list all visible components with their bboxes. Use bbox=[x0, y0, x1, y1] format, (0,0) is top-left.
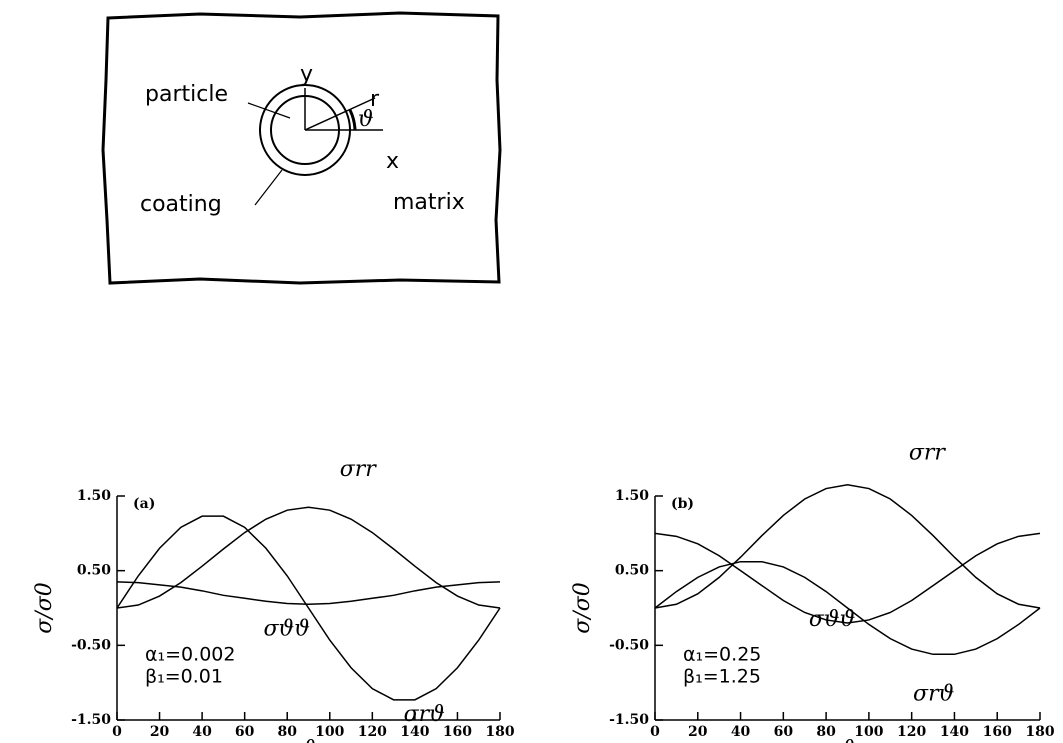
angle-arc bbox=[348, 109, 357, 131]
y-tick-label: -1.50 bbox=[609, 712, 649, 728]
series-label: σrϑ bbox=[404, 702, 446, 727]
x-tick-label: 120 bbox=[358, 724, 387, 740]
series-line bbox=[116, 506, 501, 609]
matrix-boundary bbox=[101, 11, 502, 285]
particle-label: particle bbox=[145, 82, 228, 107]
x-tick-label: 60 bbox=[235, 724, 255, 740]
x-tick-label: 140 bbox=[400, 724, 429, 740]
x-axis-label: ϑ bbox=[301, 737, 317, 743]
series-label: σϑϑ bbox=[809, 607, 856, 632]
y-label: y bbox=[300, 62, 313, 87]
coating-label: coating bbox=[140, 192, 222, 217]
parameter-annotation: α₁=0.002 bbox=[145, 644, 235, 666]
x-tick-label: 60 bbox=[774, 724, 794, 740]
y-tick-label: -1.50 bbox=[71, 712, 111, 728]
y-tick-label: 1.50 bbox=[615, 488, 649, 504]
y-tick-label: -0.50 bbox=[71, 637, 111, 653]
panel-label: (b) bbox=[671, 496, 694, 512]
y-axis-label: σ/σ0 bbox=[570, 582, 595, 633]
matrix-label: matrix bbox=[393, 190, 465, 215]
radius-line bbox=[304, 97, 376, 131]
x-tick-label: 40 bbox=[731, 724, 751, 740]
x-tick-label: 180 bbox=[485, 724, 514, 740]
x-tick-label: 80 bbox=[277, 724, 297, 740]
series-line bbox=[654, 560, 1041, 656]
x-tick-label: 0 bbox=[650, 724, 660, 740]
y-tick-label: 0.50 bbox=[615, 563, 649, 579]
series-line bbox=[654, 532, 1041, 624]
particle-leader bbox=[247, 102, 291, 119]
y-tick-label: 1.50 bbox=[77, 488, 111, 504]
x-tick-label: 20 bbox=[150, 724, 170, 740]
x-tick-label: 120 bbox=[897, 724, 926, 740]
series-line bbox=[654, 484, 1041, 609]
x-axis-label: ϑ bbox=[840, 737, 856, 743]
parameter-annotation: α₁=0.25 bbox=[683, 644, 761, 666]
diagram bbox=[101, 11, 502, 285]
x-tick-label: 160 bbox=[443, 724, 472, 740]
x-tick-label: 140 bbox=[940, 724, 969, 740]
x-tick-label: 40 bbox=[192, 724, 212, 740]
x-tick-label: 160 bbox=[983, 724, 1012, 740]
parameter-annotation: β₁=1.25 bbox=[683, 666, 761, 688]
r-label: r bbox=[370, 87, 380, 112]
y-tick-label: -0.50 bbox=[609, 637, 649, 653]
x-tick-label: 0 bbox=[112, 724, 122, 740]
series-label: σϑϑ bbox=[264, 616, 311, 641]
x-tick-label: 100 bbox=[854, 724, 883, 740]
y-axis-label: σ/σ0 bbox=[32, 582, 57, 633]
series-label: σrr bbox=[340, 457, 378, 482]
series-line bbox=[116, 515, 501, 701]
series-label: σrr bbox=[909, 441, 947, 466]
x-tick-label: 100 bbox=[315, 724, 344, 740]
angle-label: ϑ bbox=[358, 107, 374, 132]
x-label: x bbox=[386, 149, 399, 174]
series-label: σrϑ bbox=[913, 681, 955, 706]
x-tick-label: 80 bbox=[816, 724, 836, 740]
panel-label: (a) bbox=[133, 496, 155, 512]
parameter-annotation: β₁=0.01 bbox=[145, 666, 223, 688]
x-tick-label: 180 bbox=[1025, 724, 1054, 740]
coating-leader bbox=[254, 169, 283, 206]
y-tick-label: 0.50 bbox=[77, 563, 111, 579]
x-tick-label: 20 bbox=[688, 724, 708, 740]
series-line bbox=[116, 581, 501, 606]
